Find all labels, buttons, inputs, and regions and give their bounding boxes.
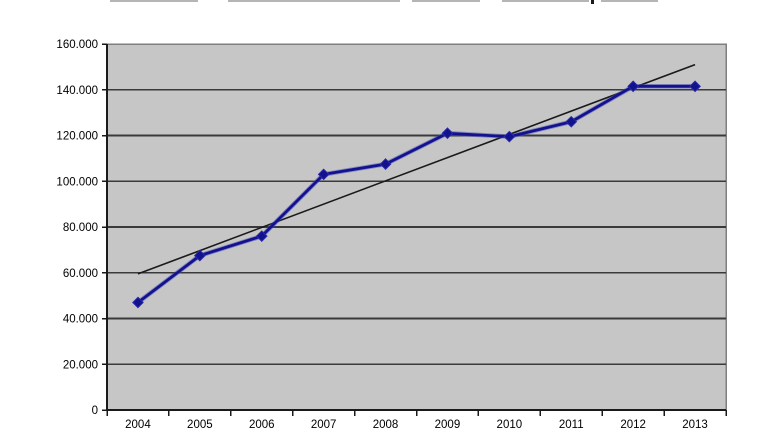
title-text-fragment [412,0,480,2]
title-text-fragment [591,0,594,4]
series-marker [441,127,454,140]
y-tick-label: 120.000 [56,131,98,143]
trendline [137,63,696,275]
y-tick-label: 80.000 [63,222,98,234]
x-tick-label: 2006 [249,419,275,431]
series-line [136,84,697,304]
series-marker [317,168,330,181]
x-tick-label: 2008 [373,419,399,431]
series-marker [132,296,144,309]
title-text-fragment [228,0,400,2]
series-marker [193,249,206,262]
series-marker [627,80,640,93]
title-text-fragment [601,0,658,2]
x-tick-label: 2011 [559,419,584,431]
y-tick-label: 0 [92,405,98,417]
series-marker [689,80,701,93]
title-text-fragment [110,0,198,2]
x-tick-label: 2004 [125,419,151,431]
series-marker [255,230,268,243]
x-tick-label: 2013 [682,419,708,431]
x-tick-label: 2009 [435,419,461,431]
y-tick-label: 20.000 [63,359,98,371]
y-tick-label: 40.000 [63,314,98,326]
x-tick-label: 2012 [620,419,646,431]
title-text-fragment [502,0,589,2]
series-marker [379,158,392,171]
series-marker [565,115,578,128]
chart-title-remnant [0,0,770,5]
x-tick-label: 2010 [497,419,523,431]
y-tick-label: 160.000 [56,39,98,51]
x-tick-label: 2007 [311,419,337,431]
series-marker [503,130,516,143]
x-tick-label: 2005 [187,419,213,431]
y-tick-label: 100.000 [56,176,98,188]
y-tick-label: 140.000 [56,85,98,97]
y-tick-label: 60.000 [63,268,98,280]
